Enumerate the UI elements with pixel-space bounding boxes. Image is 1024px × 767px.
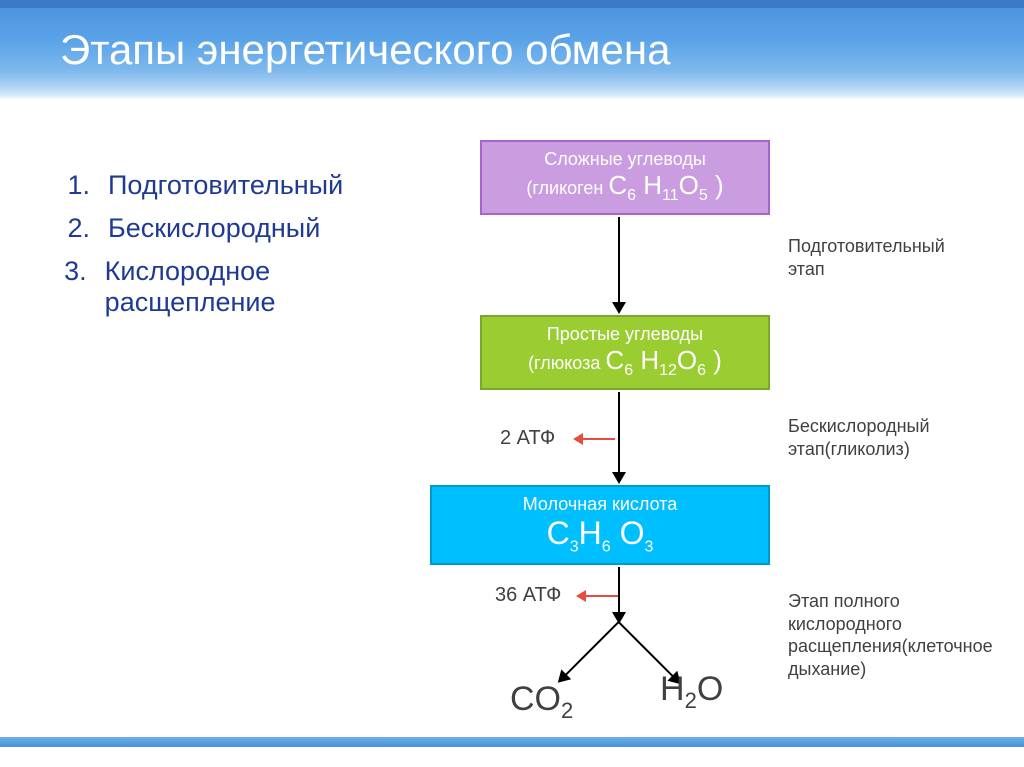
diag-arrow-left [558,621,620,683]
box-simple-carbs: Простые углеводы (глюкоза C6 H12O6 ) [480,315,770,390]
stage-label: Подготовительный [108,170,343,201]
red-arrow-1 [575,438,615,440]
arrow-down-2 [618,392,620,482]
header: Этапы энергетического обмена [0,0,1024,100]
box-subtitle: (гликоген C6 H11O5 ) [526,170,723,205]
atp-label-1: 2 АТФ [500,427,555,450]
side-label-prep: Подготовительный этап [788,235,983,280]
flowchart: Сложные углеводы (гликоген C6 H11O5 ) Пр… [420,140,980,740]
footer-bar [0,737,1024,747]
arrow-split [540,622,700,672]
stage-num: 1. [50,170,90,201]
product-h2o: H2O [660,670,723,714]
product-co2: CO2 [510,680,573,724]
diagram-column: Сложные углеводы (гликоген C6 H11O5 ) Пр… [420,140,994,740]
stage-item-1: 1. Подготовительный [50,170,420,201]
stage-item-3: 3. Кислородное расщепление [50,256,420,318]
atp-label-2: 36 АТФ [495,584,561,607]
arrow-down-1 [618,217,620,312]
box-subtitle: (глюкоза C6 H12O6 ) [528,345,722,380]
header-top-bar [0,0,1024,8]
content-area: 1. Подготовительный 2. Бескислородный 3.… [0,100,1024,740]
box-complex-carbs: Сложные углеводы (гликоген C6 H11O5 ) [480,140,770,215]
side-label-aerobic: Этап полного кислородного расщепления(кл… [788,590,983,680]
formula: C6 H12O6 ) [605,345,722,375]
stage-num: 3. [50,256,87,287]
side-label-anaerobic: Бескислородный этап(гликолиз) [788,415,983,460]
stage-label: Бескислородный [108,213,320,244]
red-arrow-2 [578,595,618,597]
stages-list: 1. Подготовительный 2. Бескислородный 3.… [50,140,420,740]
box-title: Простые углеводы [547,324,703,345]
stage-item-2: 2. Бескислородный [50,213,420,244]
stage-label: Кислородное расщепление [105,256,420,318]
arrow-down-3 [618,567,620,622]
page-title: Этапы энергетического обмена [60,26,670,74]
box-title: Сложные углеводы [544,149,706,170]
stage-num: 2. [50,213,90,244]
box-title: Молочная кислота [523,494,678,515]
formula: C3H6 O3 [547,515,654,556]
formula: C6 H11O5 ) [608,170,723,200]
box-lactic-acid: Молочная кислота C3H6 O3 [430,485,770,565]
